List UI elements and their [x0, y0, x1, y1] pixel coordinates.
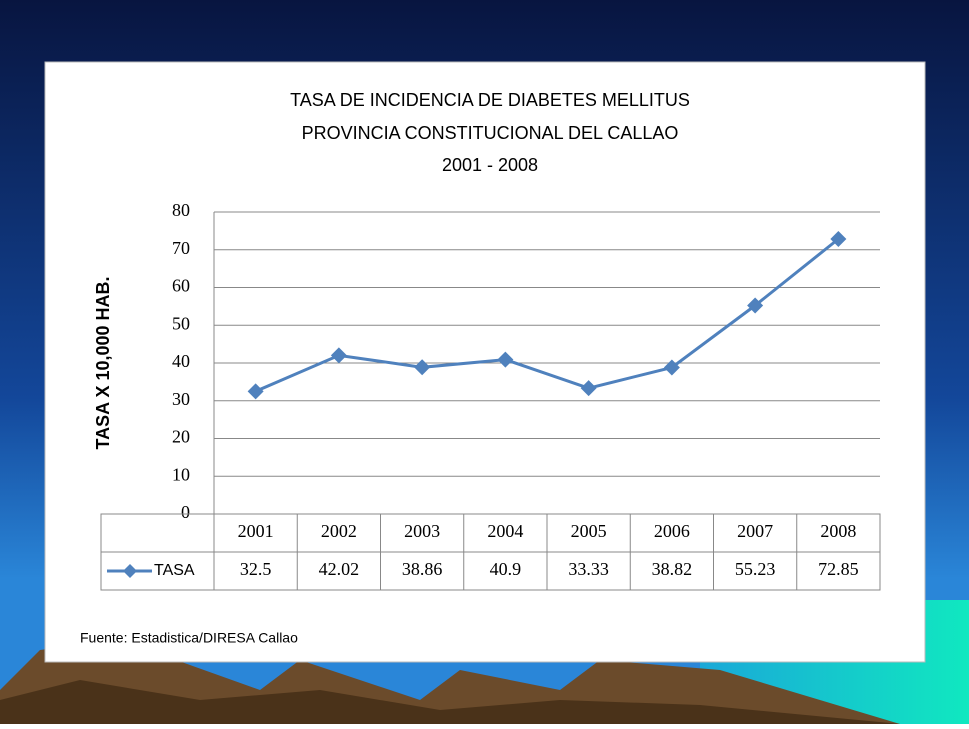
x-tick-label: 2006: [654, 521, 690, 541]
x-tick-label: 2005: [571, 521, 607, 541]
table-value: 40.9: [490, 559, 522, 579]
data-point: [247, 383, 264, 400]
y-axis-label: TASA X 10,000 HAB.: [93, 276, 113, 449]
series-line: [255, 237, 840, 393]
table-value: 55.23: [735, 559, 776, 579]
data-point: [497, 351, 514, 368]
legend-label: TASA: [154, 562, 195, 579]
data-point: [330, 347, 347, 364]
x-tick-label: 2004: [487, 521, 523, 541]
y-tick-label: 70: [172, 238, 190, 258]
y-tick-label: 80: [172, 200, 190, 220]
chart-title: 2001 - 2008: [442, 155, 538, 175]
y-tick-label: 40: [172, 351, 190, 371]
table-value: 32.5: [240, 559, 272, 579]
table-value: 72.85: [818, 559, 859, 579]
data-point: [580, 380, 597, 397]
source-note: Fuente: Estadistica/DIRESA Callao: [80, 630, 298, 646]
x-tick-label: 2007: [737, 521, 773, 541]
table-value: 38.82: [652, 559, 693, 579]
y-tick-label: 0: [181, 502, 190, 522]
data-point: [747, 297, 764, 314]
y-tick-label: 20: [172, 427, 190, 447]
table-value: 42.02: [319, 559, 360, 579]
mountains-shadow: [0, 680, 900, 724]
x-tick-label: 2002: [321, 521, 357, 541]
chart-title: PROVINCIA CONSTITUCIONAL DEL CALLAO: [302, 123, 679, 143]
data-point: [663, 359, 680, 376]
x-tick-label: 2001: [238, 521, 274, 541]
x-tick-label: 2008: [820, 521, 856, 541]
y-tick-label: 10: [172, 464, 190, 484]
legend-marker: [123, 564, 137, 578]
table-value: 38.86: [402, 559, 443, 579]
data-point: [830, 230, 847, 247]
y-tick-label: 60: [172, 276, 190, 296]
y-tick-label: 30: [172, 389, 190, 409]
y-tick-label: 50: [172, 313, 190, 333]
chart-title: TASA DE INCIDENCIA DE DIABETES MELLITUS: [290, 90, 690, 110]
x-tick-label: 2003: [404, 521, 440, 541]
table-value: 33.33: [568, 559, 609, 579]
data-point: [414, 359, 431, 376]
